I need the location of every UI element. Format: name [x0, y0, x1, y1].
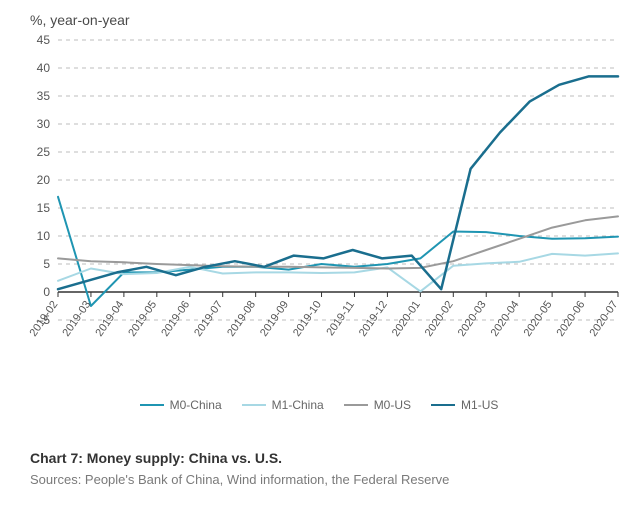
chart-svg: –5051015202530354045 2019-022019-032019-…	[0, 0, 638, 430]
legend-label: M1-US	[461, 398, 498, 412]
legend-item: M1-China	[242, 398, 324, 412]
svg-text:2020-04: 2020-04	[489, 299, 522, 339]
svg-text:2019-11: 2019-11	[324, 299, 357, 338]
svg-text:10: 10	[37, 229, 51, 243]
series-m0-us	[58, 216, 618, 268]
svg-text:2019-05: 2019-05	[126, 299, 159, 339]
svg-text:20: 20	[37, 173, 51, 187]
svg-text:2019-08: 2019-08	[225, 299, 258, 339]
svg-text:15: 15	[37, 201, 51, 215]
legend-swatch	[344, 404, 368, 406]
legend-swatch	[242, 404, 266, 406]
svg-text:2019-10: 2019-10	[291, 299, 324, 339]
svg-text:2019-04: 2019-04	[93, 299, 126, 339]
legend-item: M1-US	[431, 398, 498, 412]
svg-text:25: 25	[37, 145, 51, 159]
chart-source: Sources: People's Bank of China, Wind in…	[30, 472, 608, 487]
chart-container: %, year-on-year –5051015202530354045 201…	[0, 0, 638, 511]
svg-text:2019-02: 2019-02	[27, 299, 60, 339]
svg-text:2020-02: 2020-02	[423, 299, 456, 339]
series-m0-china	[58, 197, 618, 306]
svg-text:2020-06: 2020-06	[555, 299, 588, 339]
svg-text:2019-07: 2019-07	[192, 299, 225, 339]
legend-item: M0-China	[140, 398, 222, 412]
svg-text:2020-01: 2020-01	[390, 299, 423, 339]
svg-text:2020-03: 2020-03	[456, 299, 489, 339]
chart-title: Chart 7: Money supply: China vs. U.S.	[30, 450, 608, 466]
svg-text:5: 5	[43, 257, 50, 271]
svg-text:2019-06: 2019-06	[159, 299, 192, 339]
legend: M0-China M1-China M0-US M1-US	[0, 395, 638, 412]
svg-text:2019-09: 2019-09	[258, 299, 291, 339]
svg-text:2019-03: 2019-03	[60, 299, 93, 339]
legend-label: M0-US	[374, 398, 411, 412]
svg-text:45: 45	[37, 33, 51, 47]
legend-label: M1-China	[272, 398, 324, 412]
svg-text:2020-05: 2020-05	[522, 299, 555, 339]
caption: Chart 7: Money supply: China vs. U.S. So…	[30, 450, 608, 487]
legend-swatch	[140, 404, 164, 406]
svg-text:30: 30	[37, 117, 51, 131]
legend-swatch	[431, 404, 455, 406]
legend-label: M0-China	[170, 398, 222, 412]
legend-item: M0-US	[344, 398, 411, 412]
svg-text:2019-12: 2019-12	[357, 299, 390, 339]
svg-text:40: 40	[37, 61, 51, 75]
svg-text:35: 35	[37, 89, 51, 103]
svg-text:2020-07: 2020-07	[587, 299, 620, 339]
svg-text:0: 0	[43, 285, 50, 299]
